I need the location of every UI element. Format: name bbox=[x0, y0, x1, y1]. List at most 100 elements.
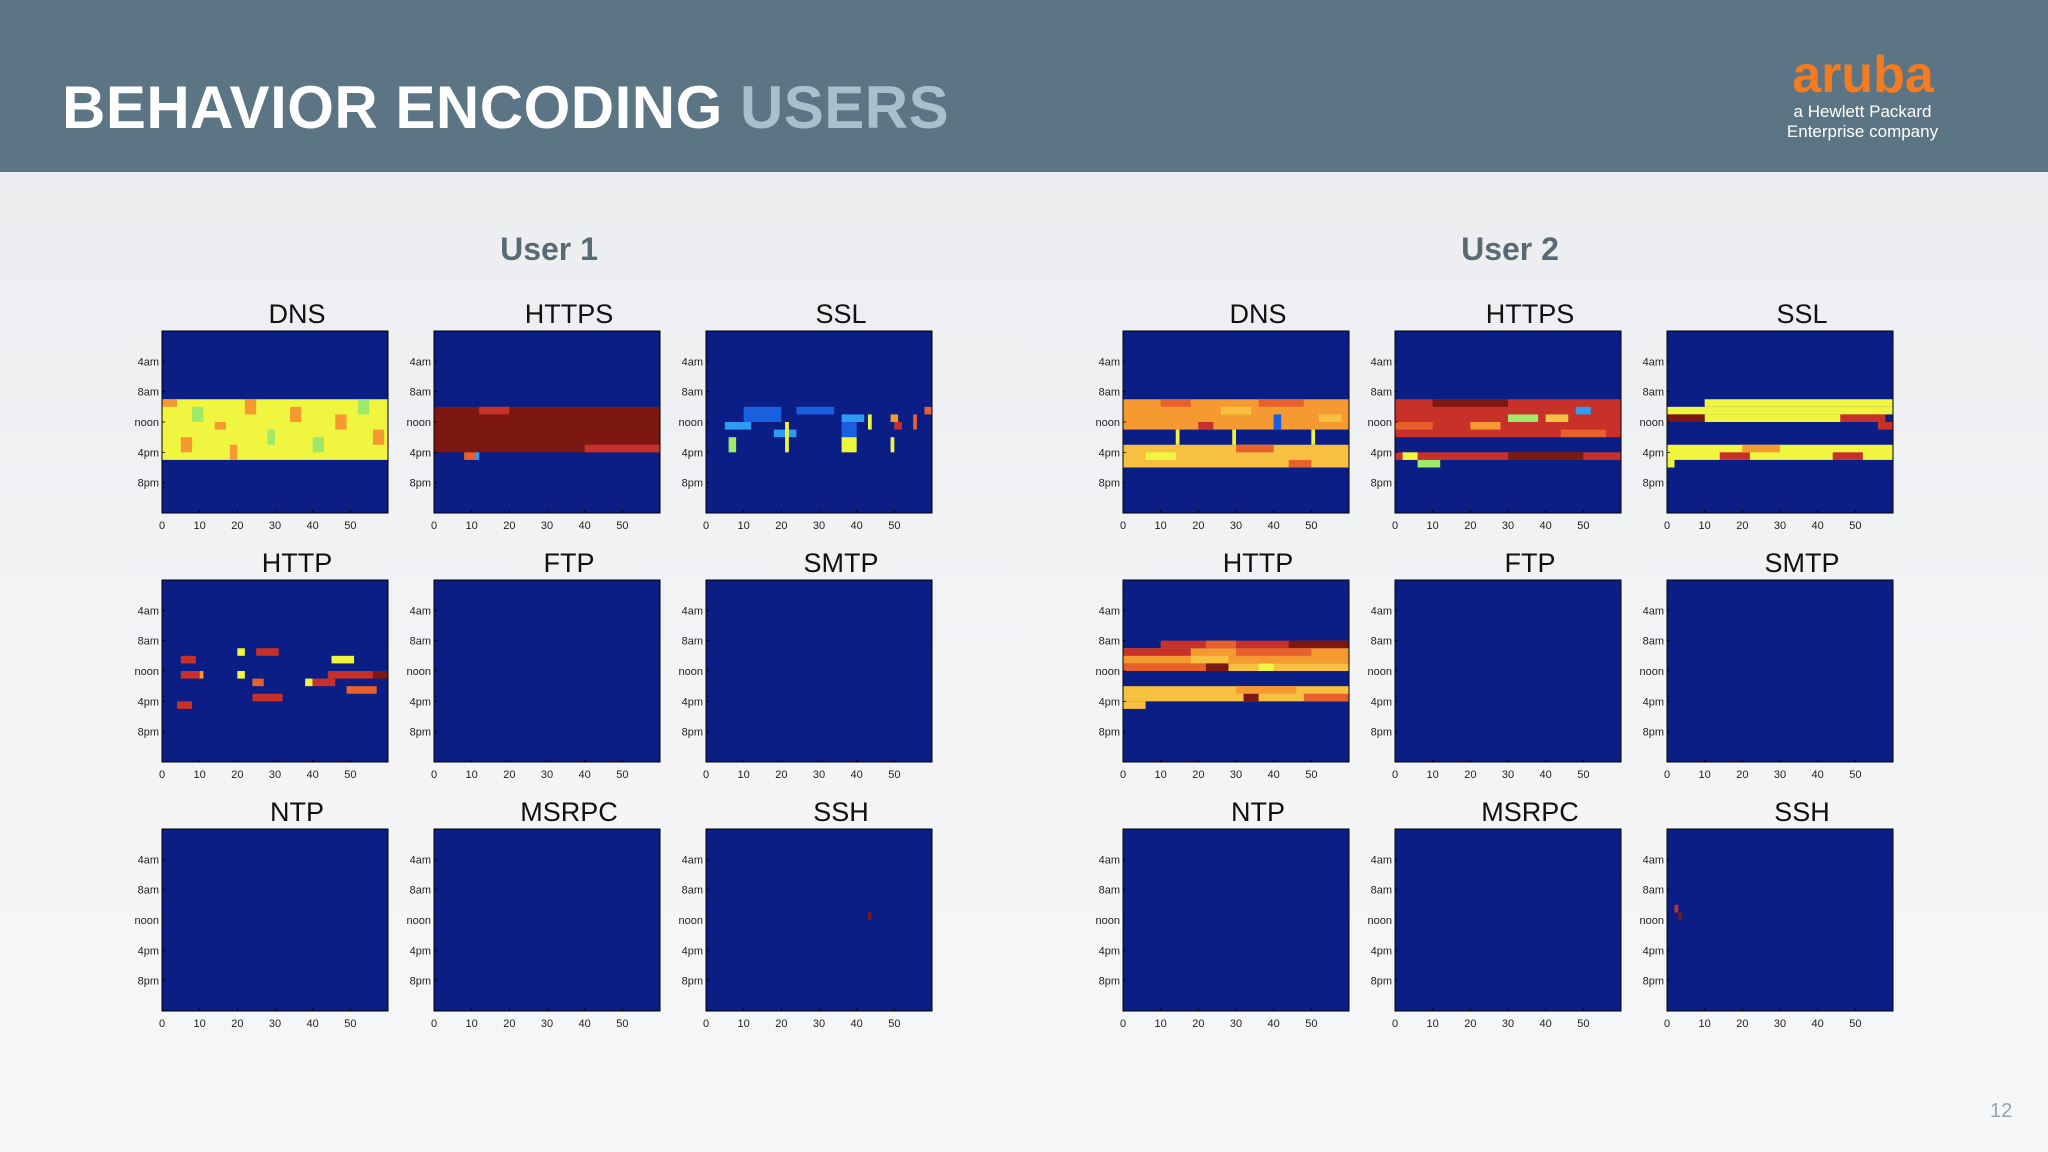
x-tick-label: 40 bbox=[1540, 520, 1552, 532]
y-tick-label: noon bbox=[1640, 666, 1664, 678]
x-tick-label: 50 bbox=[1305, 769, 1317, 781]
y-tick-label: noon bbox=[1096, 417, 1120, 429]
y-tick-label: noon bbox=[1096, 666, 1120, 678]
user-1-dns-panel: DNS 4am 8am noon 4pm 8pm 0 10 20 30 40 50 bbox=[130, 297, 400, 532]
y-tick-label: 8am bbox=[1099, 387, 1120, 399]
panel-title: NTP bbox=[1231, 797, 1285, 827]
y-tick-label: noon bbox=[1368, 417, 1392, 429]
y-tick-label: 8pm bbox=[1099, 727, 1120, 739]
x-tick-label: 20 bbox=[1192, 1018, 1204, 1030]
heatmap-cell bbox=[894, 422, 902, 430]
y-tick-label: 8pm bbox=[138, 727, 159, 739]
x-tick-label: 50 bbox=[344, 1018, 356, 1030]
x-tick-label: 10 bbox=[194, 1018, 206, 1030]
heatmap-cell bbox=[1288, 459, 1312, 468]
heatmap-cell bbox=[1145, 452, 1176, 460]
x-tick-label: 20 bbox=[1736, 769, 1748, 781]
y-tick-label: 4am bbox=[1099, 854, 1120, 866]
heatmap-cell bbox=[1832, 452, 1863, 460]
y-tick-label: 8am bbox=[410, 885, 431, 897]
y-tick-label: noon bbox=[1096, 915, 1120, 927]
x-tick-label: 10 bbox=[1427, 769, 1439, 781]
y-tick-label: 8pm bbox=[1099, 976, 1120, 988]
user-2-dns-panel: DNS 4am 8am noon 4pm 8pm 0 10 20 30 40 50 bbox=[1091, 297, 1361, 532]
y-tick-label: 4pm bbox=[1643, 696, 1664, 708]
heatmap-cell bbox=[890, 414, 899, 422]
y-tick-label: noon bbox=[1640, 417, 1664, 429]
x-tick-label: 40 bbox=[1812, 1018, 1824, 1030]
heatmap-cell bbox=[357, 399, 370, 415]
y-tick-label: 4am bbox=[410, 356, 431, 368]
heatmap-cell bbox=[1311, 429, 1316, 445]
heatmap-cell bbox=[1742, 444, 1780, 453]
slide-header: BEHAVIOR ENCODING USERS aruba a Hewlett … bbox=[0, 0, 2048, 172]
x-tick-label: 20 bbox=[503, 1018, 515, 1030]
user-1-ssl-heatmap: 4am 8am noon 4pm 8pm 0 10 20 30 40 50 bbox=[679, 330, 933, 532]
x-tick-label: 20 bbox=[231, 1018, 243, 1030]
panel-title: SMTP bbox=[1764, 548, 1840, 578]
x-tick-label: 30 bbox=[1774, 520, 1786, 532]
x-tick-label: 0 bbox=[1392, 769, 1398, 781]
y-tick-label: 4pm bbox=[138, 696, 159, 708]
heatmap-cell bbox=[1303, 693, 1349, 702]
heatmap-cell bbox=[327, 671, 373, 679]
x-tick-label: 20 bbox=[775, 769, 787, 781]
heatmap-background bbox=[1394, 828, 1622, 1012]
user-1-ssh-panel: SSH 4am 8am noon 4pm 8pm 0 10 20 30 40 50 bbox=[674, 795, 944, 1030]
user-1-dns-heatmap: 4am 8am noon 4pm 8pm 0 10 20 30 40 50 bbox=[135, 330, 389, 532]
x-tick-label: 10 bbox=[466, 1018, 478, 1030]
heatmap-cell bbox=[913, 414, 917, 430]
user-2-ssl-heatmap: 4am 8am noon 4pm 8pm 0 10 20 30 40 50 bbox=[1640, 330, 1894, 532]
y-tick-label: 8pm bbox=[1371, 976, 1392, 988]
panel-title: HTTPS bbox=[524, 299, 614, 329]
user-2-ssh-heatmap: 4am 8am noon 4pm 8pm 0 10 20 30 40 50 bbox=[1640, 828, 1894, 1030]
y-tick-label: 8pm bbox=[410, 727, 431, 739]
y-tick-label: noon bbox=[135, 417, 159, 429]
y-tick-label: 8am bbox=[138, 387, 159, 399]
aruba-logo: aruba a Hewlett Packard Enterprise compa… bbox=[1760, 50, 1965, 150]
heatmap-cell bbox=[1160, 399, 1191, 407]
y-tick-label: 4am bbox=[1643, 356, 1664, 368]
panel-title: NTP bbox=[270, 797, 324, 827]
heatmap-cell bbox=[1243, 693, 1259, 702]
heatmap-background bbox=[1394, 579, 1622, 763]
y-tick-label: 4pm bbox=[1371, 447, 1392, 459]
user-2-msrpc-heatmap: 4am 8am noon 4pm 8pm 0 10 20 30 40 50 bbox=[1368, 828, 1622, 1030]
heatmap-cell bbox=[475, 452, 480, 460]
x-tick-label: 30 bbox=[541, 520, 553, 532]
aruba-wordmark-icon: aruba bbox=[1792, 50, 1935, 102]
panel-title: DNS bbox=[1229, 299, 1287, 329]
x-tick-label: 40 bbox=[1540, 769, 1552, 781]
panel-title: HTTP bbox=[1222, 548, 1294, 578]
y-tick-label: 4pm bbox=[1099, 696, 1120, 708]
heatmap-cell bbox=[841, 437, 857, 453]
user-2-ssl-panel: SSL 4am 8am noon 4pm 8pm 0 10 20 30 40 50 bbox=[1635, 297, 1905, 532]
y-tick-label: 4pm bbox=[138, 447, 159, 459]
heatmap-cell bbox=[237, 648, 245, 656]
x-tick-label: 40 bbox=[1540, 1018, 1552, 1030]
heatmap-cell bbox=[773, 429, 797, 438]
x-tick-label: 10 bbox=[738, 769, 750, 781]
heatmap-background bbox=[1666, 579, 1894, 763]
user-2-https-heatmap: 4am 8am noon 4pm 8pm 0 10 20 30 40 50 bbox=[1368, 330, 1622, 532]
x-tick-label: 10 bbox=[1699, 769, 1711, 781]
panel-title: SSH bbox=[1774, 797, 1830, 827]
x-tick-label: 0 bbox=[1120, 769, 1126, 781]
heatmap-cell bbox=[1432, 399, 1508, 407]
user-1-ftp-panel: FTP 4am 8am noon 4pm 8pm 0 10 20 30 40 50 bbox=[402, 546, 672, 781]
y-tick-label: 8am bbox=[410, 636, 431, 648]
y-tick-label: 4pm bbox=[1643, 447, 1664, 459]
heatmap-cell bbox=[867, 414, 872, 430]
heatmap-cell bbox=[1877, 422, 1893, 430]
heatmap-cell bbox=[841, 422, 857, 438]
panel-title: FTP bbox=[543, 548, 595, 578]
heatmap-cell bbox=[724, 422, 752, 430]
user-1-ssl-panel: SSL 4am 8am noon 4pm 8pm 0 10 20 30 40 50 bbox=[674, 297, 944, 532]
x-tick-label: 10 bbox=[466, 769, 478, 781]
logo-tagline-2: Enterprise company bbox=[1786, 122, 1939, 141]
y-tick-label: 8pm bbox=[1643, 976, 1664, 988]
y-tick-label: 4am bbox=[1371, 605, 1392, 617]
x-tick-label: 20 bbox=[775, 1018, 787, 1030]
x-tick-label: 50 bbox=[616, 520, 628, 532]
y-tick-label: noon bbox=[1640, 915, 1664, 927]
